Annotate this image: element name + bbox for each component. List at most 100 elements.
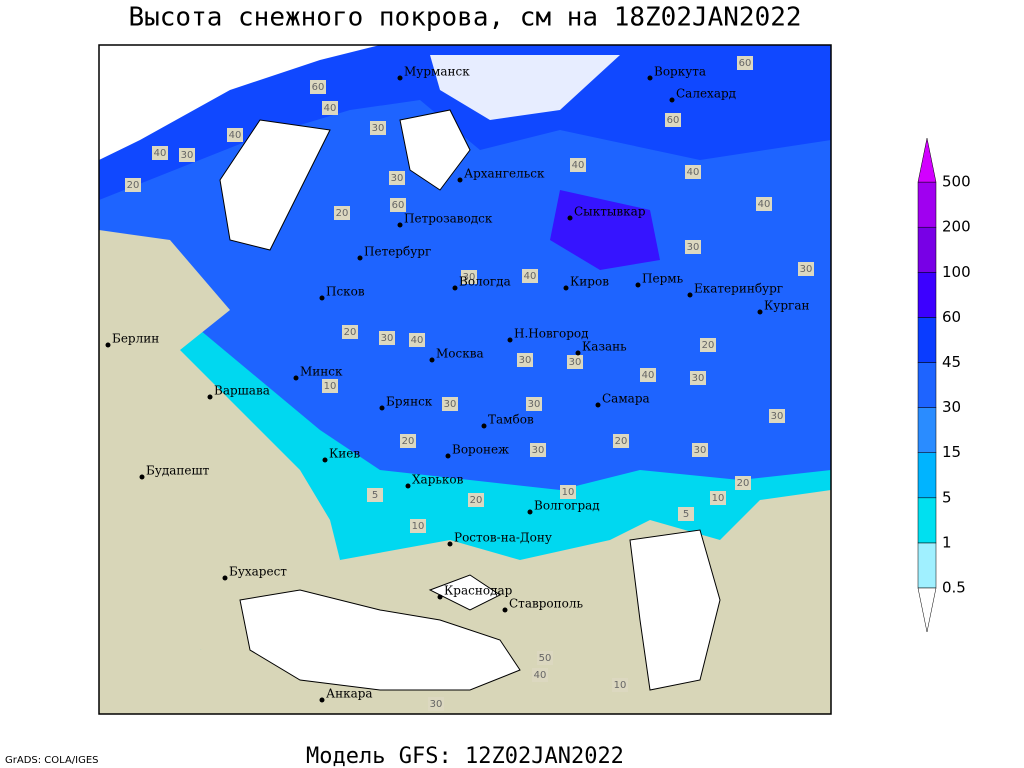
city-label: Волгоград — [534, 499, 600, 513]
contour-label: 20 — [402, 436, 415, 447]
city-dot — [322, 457, 328, 463]
contour-label-box — [322, 101, 338, 115]
contour-label: 30 — [532, 445, 545, 456]
contour-label-box — [700, 338, 716, 352]
city-label: Петербург — [364, 245, 431, 259]
colorbar-label: 5 — [942, 488, 952, 506]
contour-label: 30 — [430, 699, 443, 710]
contour-label-box — [737, 56, 753, 70]
colorbar-tip-high — [917, 138, 937, 183]
city-dot — [481, 423, 487, 429]
contour-label-box — [461, 270, 477, 284]
contour-label-box — [560, 485, 576, 499]
contour-label-box — [390, 198, 406, 212]
contour-label-box — [640, 368, 656, 382]
contour-label: 30 — [771, 411, 784, 422]
city-label: Воркута — [654, 65, 706, 79]
contour-label-box — [152, 146, 168, 160]
city-dot — [595, 402, 601, 408]
contour-label: 20 — [344, 327, 357, 338]
contour-label-box — [685, 240, 701, 254]
contour-label-box — [735, 476, 751, 490]
colorbar-band — [917, 272, 937, 318]
contour-label-box — [613, 434, 629, 448]
city-dot — [527, 509, 533, 515]
city-dot — [405, 483, 411, 489]
city-label: Псков — [326, 285, 365, 299]
colorbar-label: 500 — [942, 173, 971, 191]
contour-label-box — [310, 80, 326, 94]
contour-label: 20 — [702, 340, 715, 351]
contour-label-box — [227, 128, 243, 142]
credit: GrADS: COLA/IGES — [5, 755, 99, 766]
city-dot — [319, 295, 325, 301]
colorbar-band — [917, 181, 937, 228]
contour-label-box — [756, 197, 772, 211]
contour-label-box — [685, 165, 701, 179]
city-dot — [452, 285, 458, 291]
contour-label: 30 — [694, 445, 707, 456]
colorbar-label: 0.5 — [942, 579, 966, 597]
city-label: Самара — [602, 392, 650, 406]
colorbar-tip-low — [917, 587, 937, 633]
contour-label: 10 — [324, 381, 337, 392]
contour-label-box — [522, 269, 538, 283]
map-frame — [98, 44, 832, 715]
title: Высота снежного покрова, см на 18Z02JAN2… — [128, 3, 801, 33]
footer: Модель GFS: 12Z02JAN2022 — [306, 744, 624, 768]
contour-label: 10 — [412, 521, 425, 532]
contour-label-box — [769, 409, 785, 423]
contour-label: 10 — [614, 680, 627, 691]
city-label: Сыктывкар — [574, 205, 646, 219]
contour-label: 60 — [739, 58, 752, 69]
city-label: Минск — [300, 365, 343, 379]
city-dot — [647, 75, 653, 81]
contour-label-box — [612, 678, 628, 692]
city-label: Казань — [582, 340, 627, 354]
contour-label: 10 — [712, 493, 725, 504]
contour-label-box — [400, 434, 416, 448]
city-dot — [207, 394, 213, 400]
contour-label: 60 — [392, 200, 405, 211]
caspian-sea — [629, 529, 721, 691]
city-dot — [293, 375, 299, 381]
contour-label-box — [468, 493, 484, 507]
contour-label-box — [665, 113, 681, 127]
contour-label: 30 — [519, 355, 532, 366]
contour-label: 60 — [667, 115, 680, 126]
contour-label-box — [367, 488, 383, 502]
city-label: Воронеж — [452, 443, 509, 457]
contour-label: 40 — [687, 167, 700, 178]
city-dot — [669, 97, 675, 103]
contour-label: 40 — [642, 370, 655, 381]
contour-label: 40 — [411, 335, 424, 346]
azov-sea — [428, 574, 501, 611]
city-label: Пермь — [642, 272, 684, 286]
contour-label: 10 — [562, 487, 575, 498]
deep-snow-north — [99, 45, 831, 200]
contour-label: 40 — [229, 130, 242, 141]
city-label: Тамбов — [488, 413, 534, 427]
contour-label: 40 — [572, 160, 585, 171]
city-label: Н.Новгород — [514, 327, 589, 341]
colorbar-label: 200 — [942, 218, 971, 236]
contour-label-box — [537, 651, 553, 665]
city-dot — [445, 453, 451, 459]
map — [98, 44, 832, 715]
city-dot — [502, 607, 508, 613]
city-dot — [437, 594, 443, 600]
contour-label: 30 — [463, 272, 476, 283]
contour-label: 30 — [528, 399, 541, 410]
contour-label-box — [370, 121, 386, 135]
city-label: Салехард — [676, 87, 736, 101]
city-label: Курган — [764, 299, 809, 313]
baltic-sea — [219, 119, 331, 251]
colorbar-label: 1 — [942, 533, 952, 551]
contour-label-box — [179, 148, 195, 162]
city-label: Петрозаводск — [404, 212, 493, 226]
city-label: Киров — [570, 275, 609, 289]
colorbar-band — [917, 542, 937, 589]
city-dot — [222, 575, 228, 581]
contour-label: 30 — [391, 173, 404, 184]
